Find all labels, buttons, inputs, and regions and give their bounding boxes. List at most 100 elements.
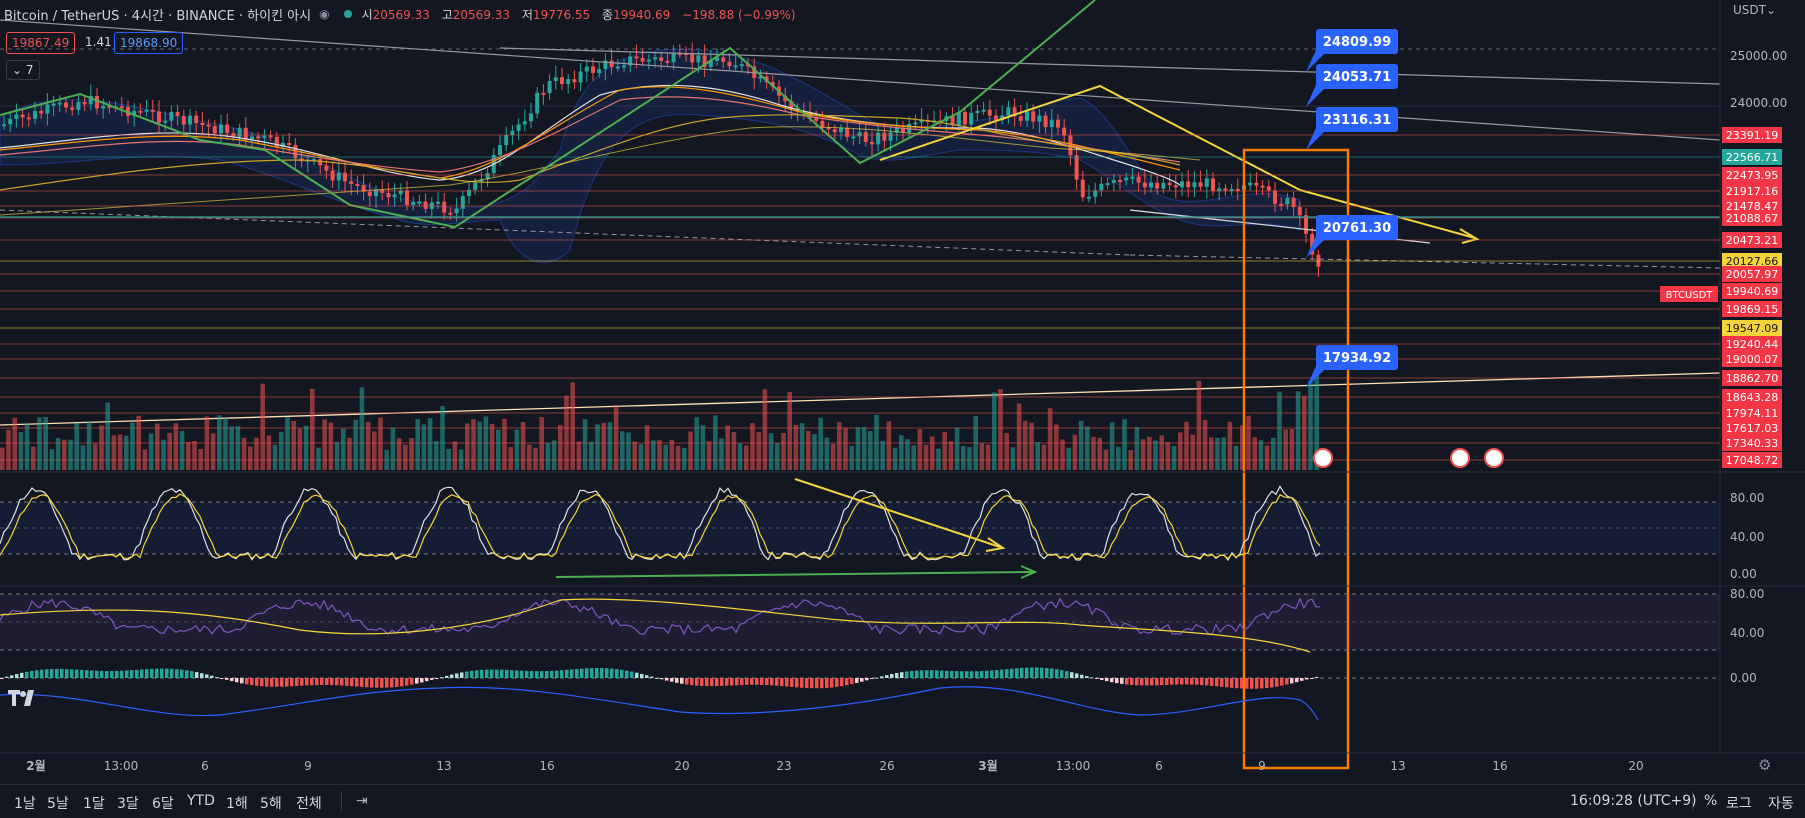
macd-bar	[620, 669, 624, 678]
candle	[82, 94, 87, 112]
macd-bar	[270, 678, 274, 687]
volume-bar	[1047, 408, 1053, 470]
time-tick: 9	[1258, 759, 1266, 773]
volume-bar	[1004, 433, 1009, 470]
calendar-range-icon[interactable]: ⇥	[356, 793, 368, 809]
volume-bar	[1302, 395, 1307, 470]
candle	[51, 96, 56, 117]
macd-bar	[610, 668, 614, 678]
volume-bar	[613, 404, 619, 470]
clock[interactable]: 16:09:28 (UTC+9)	[1570, 793, 1697, 809]
symbol-tag: BTCUSDT	[1660, 286, 1718, 302]
candle	[20, 108, 25, 128]
candle	[677, 44, 682, 58]
macd-bar	[805, 678, 809, 689]
candle	[374, 185, 378, 208]
tradingview-logo[interactable]	[6, 688, 40, 708]
macd-bar	[155, 668, 159, 678]
range-ytd[interactable]: YTD	[187, 793, 215, 809]
range-6m[interactable]: 6달	[152, 796, 174, 812]
macd-bar	[1275, 678, 1279, 687]
volume-bar	[607, 422, 613, 470]
macd-bar	[965, 671, 969, 678]
macd-bar	[925, 670, 929, 678]
macd-bar	[655, 677, 659, 679]
macd-bar	[995, 670, 999, 678]
chart-canvas[interactable]: 24809.99 24053.71 23116.31 20761.30 17934.92…	[0, 0, 1805, 784]
volume-bar	[483, 416, 489, 470]
macd-bar	[510, 670, 514, 678]
macd-bar	[1120, 678, 1124, 684]
macd-bar	[605, 668, 609, 678]
candle	[597, 62, 602, 78]
spread-value: 1.41	[85, 35, 112, 49]
price-axis[interactable]: 25000.00 24000.00 23391.19 22566.71 22473.95…	[1660, 49, 1787, 685]
indicator-toggle[interactable]: ⌄ 7	[6, 60, 40, 80]
gear-icon[interactable]: ⚙	[1758, 756, 1772, 774]
volume-bar	[111, 435, 117, 470]
price-callout[interactable]: 20761.30	[1306, 215, 1398, 258]
auto-toggle[interactable]: 자동	[1768, 796, 1794, 812]
percent-toggle[interactable]: %	[1704, 793, 1718, 809]
macd-bar	[1290, 678, 1294, 684]
time-axis[interactable]: 2월 13:00 6 9 13 16 20 23 26 3월 13:00 6 9 13 16 20	[26, 758, 1643, 773]
market-status-dot	[343, 10, 352, 18]
level-label: 21917.16	[1722, 183, 1782, 199]
svg-text:BTCUSDT: BTCUSDT	[1666, 290, 1714, 301]
sell-price-box[interactable]: 19867.49	[6, 32, 76, 54]
volume-bar	[266, 435, 272, 470]
candle	[901, 120, 905, 142]
level-label: 18862.70	[1722, 370, 1782, 386]
currency-selector[interactable]: USDT⌄	[1733, 3, 1776, 17]
price-callout[interactable]: 24053.71	[1306, 64, 1398, 107]
trendlines	[0, 19, 1721, 426]
price-callout[interactable]: 24809.99	[1306, 29, 1398, 72]
range-1d[interactable]: 1날	[14, 796, 36, 812]
range-all[interactable]: 전체	[296, 796, 322, 812]
candle	[603, 53, 608, 81]
candle	[1229, 183, 1234, 196]
macd-histogram	[0, 667, 1319, 689]
macd-bar	[1085, 676, 1089, 678]
candle	[851, 128, 856, 146]
macd-bar	[785, 678, 789, 687]
volume-bar	[316, 447, 321, 470]
candle	[200, 111, 205, 134]
symbol-title[interactable]: Bitcoin / TetherUS · 4시간 · BINANCE · 하이킨…	[4, 8, 312, 24]
buy-price-box[interactable]: 19868.90	[114, 32, 184, 54]
volume-bar	[55, 438, 61, 470]
volume-bar	[545, 442, 551, 470]
eye-icon[interactable]: ◉	[319, 7, 330, 21]
volume-bar	[899, 435, 904, 470]
range-1y[interactable]: 1해	[226, 796, 248, 812]
volume-bar	[1308, 380, 1313, 470]
candle	[572, 70, 577, 89]
volume-bar	[688, 431, 693, 470]
price-callout[interactable]: 17934.92	[1306, 345, 1398, 388]
volume-bar	[161, 439, 166, 470]
event-icons[interactable]	[1313, 448, 1504, 468]
log-toggle[interactable]: 로그	[1726, 796, 1752, 812]
volume-bar	[725, 425, 730, 470]
macd-bar	[365, 678, 369, 688]
volume-bar	[601, 422, 606, 470]
range-3m[interactable]: 3달	[117, 796, 139, 812]
macd-bar	[25, 671, 29, 678]
stoch-divergence-green	[555, 571, 1034, 578]
macd-bar	[950, 670, 954, 678]
volume-bar	[334, 442, 340, 470]
volume-bar	[843, 427, 848, 470]
level-label: 17617.03	[1722, 420, 1782, 436]
price-callout[interactable]: 23116.31	[1306, 107, 1398, 150]
macd-bar	[745, 678, 749, 685]
range-5d[interactable]: 5날	[47, 796, 69, 812]
level-label: 22566.71	[1722, 149, 1782, 165]
volume-bar	[68, 439, 73, 470]
range-5y[interactable]: 5해	[260, 796, 282, 812]
volume-bar	[1097, 437, 1102, 470]
volume-bar	[1035, 442, 1040, 470]
range-1m[interactable]: 1달	[83, 796, 105, 812]
macd-bar	[815, 678, 819, 689]
candle	[150, 99, 155, 123]
volume-bar	[223, 417, 228, 470]
